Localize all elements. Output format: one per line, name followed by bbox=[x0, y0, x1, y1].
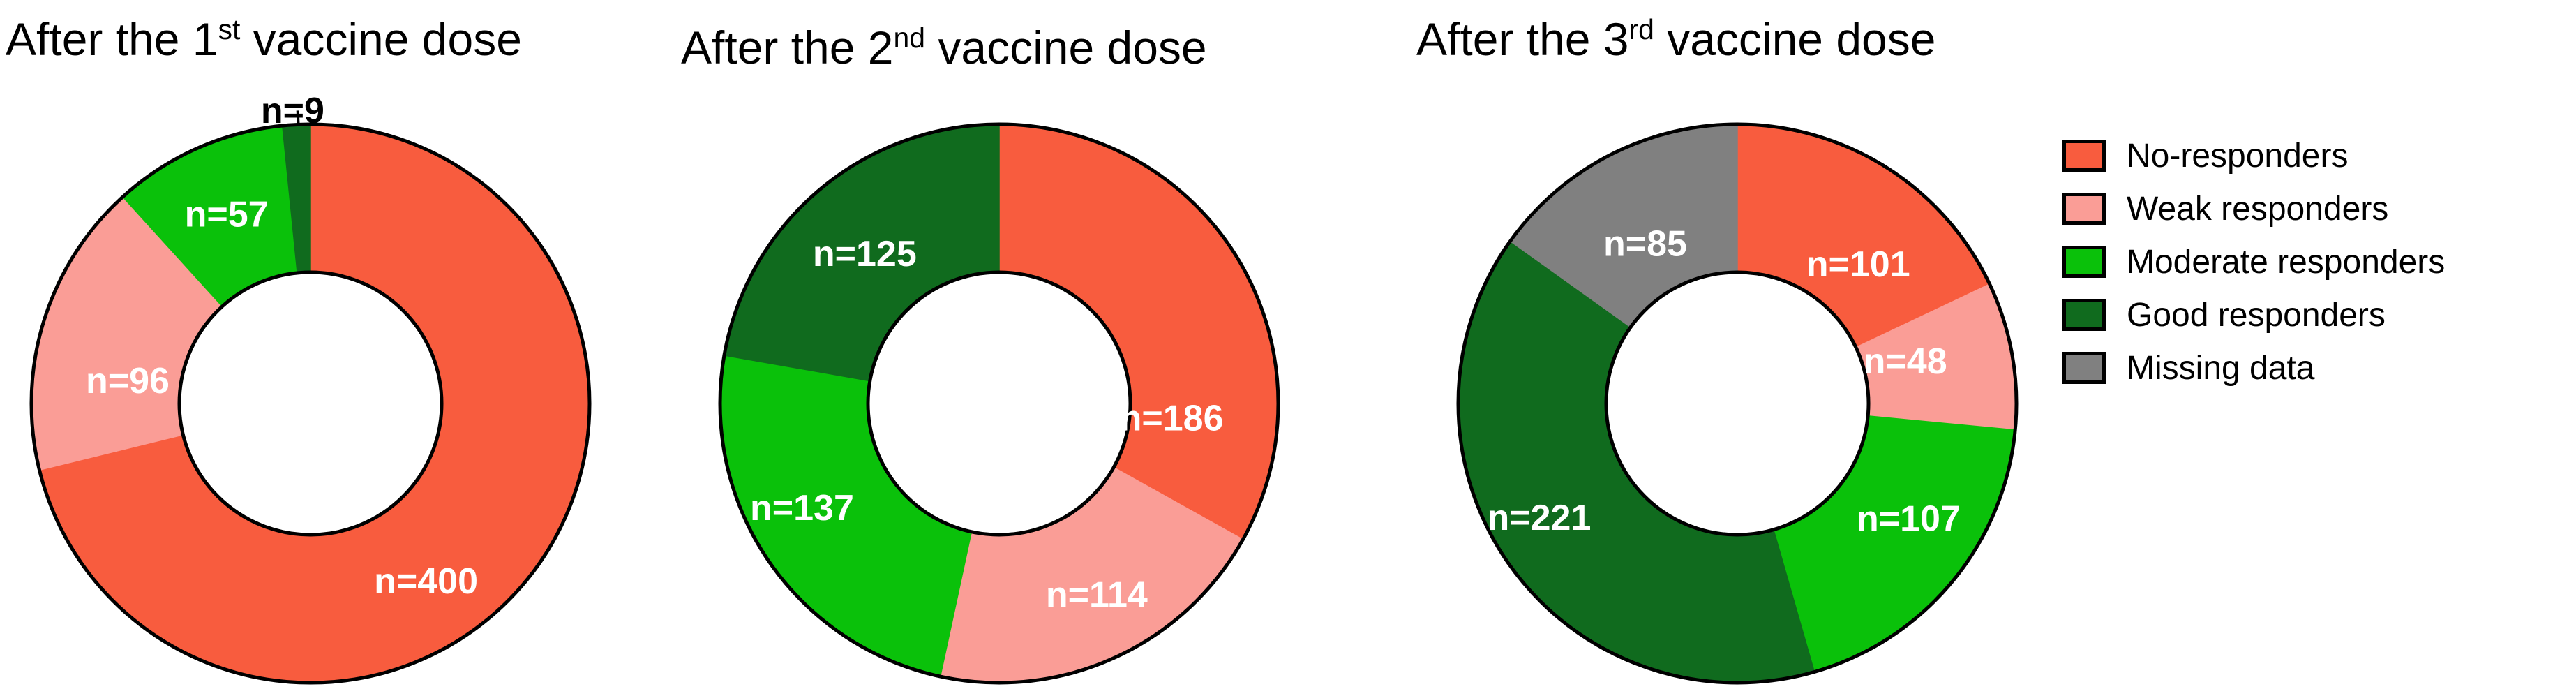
title-superscript: nd bbox=[893, 22, 926, 54]
donut-chart-after-dose-2: n=186 n=114 n=137 n=125 bbox=[718, 122, 1280, 685]
title-text: vaccine dose bbox=[240, 13, 522, 65]
slice-count-label-no-responders: n=400 bbox=[374, 561, 478, 602]
title-text: After the 2 bbox=[681, 22, 894, 73]
slice-count-label-no-responders: n=186 bbox=[1120, 399, 1224, 439]
legend-item-label: Weak responders bbox=[2127, 190, 2389, 228]
chart-title-dose-2: After the 2nd vaccine dose bbox=[681, 22, 1207, 73]
donut-inner-outline bbox=[866, 270, 1132, 537]
title-superscript: rd bbox=[1628, 13, 1654, 45]
slice-count-label-weak-responders: n=96 bbox=[86, 361, 170, 401]
legend-item: Missing data bbox=[2062, 349, 2445, 387]
legend-color-swatch bbox=[2062, 299, 2106, 331]
slice-count-label-moderate-responders: n=137 bbox=[750, 488, 854, 528]
chart-title-dose-1: After the 1st vaccine dose bbox=[6, 13, 522, 65]
slice-count-label-weak-responders: n=114 bbox=[1046, 575, 1148, 615]
donut-outer-outline bbox=[29, 122, 592, 685]
title-text: vaccine dose bbox=[925, 22, 1207, 73]
legend-item-label: No-responders bbox=[2127, 137, 2349, 175]
donut-inner-outline bbox=[177, 270, 444, 537]
legend-color-swatch bbox=[2062, 246, 2106, 278]
legend-item: Good responders bbox=[2062, 296, 2445, 334]
title-text: After the 1 bbox=[6, 13, 218, 65]
legend-item-label: Moderate responders bbox=[2127, 243, 2446, 281]
slice-count-label-good-responders: n=125 bbox=[813, 234, 917, 274]
donut-chart-after-dose-1: n=400 n=96 n=57 n=9 bbox=[29, 91, 592, 685]
legend-color-swatch bbox=[2062, 193, 2106, 225]
donut-outer-outline bbox=[718, 122, 1280, 685]
legend: No-responders Weak responders Moderate r… bbox=[2062, 137, 2446, 405]
slice-count-label-missing-data: n=85 bbox=[1603, 223, 1687, 264]
donut-outer-outline bbox=[1456, 122, 2019, 685]
legend-color-swatch bbox=[2062, 352, 2106, 384]
chart-title-dose-3: After the 3rd vaccine dose bbox=[1416, 13, 1936, 65]
slice-count-label-moderate-responders: n=57 bbox=[185, 195, 269, 235]
slice-count-label-good-responders: n=9 bbox=[261, 91, 324, 131]
title-superscript: st bbox=[218, 13, 241, 45]
slice-count-label-weak-responders: n=48 bbox=[1864, 341, 1947, 382]
slice-count-label-good-responders: n=221 bbox=[1487, 498, 1591, 538]
slice-count-label-no-responders: n=101 bbox=[1806, 244, 1910, 285]
legend-color-swatch bbox=[2062, 140, 2106, 172]
slice-count-label-moderate-responders: n=107 bbox=[1857, 499, 1961, 540]
legend-item: Weak responders bbox=[2062, 190, 2445, 228]
donut-chart-after-dose-3: n=101 n=48 n=107 n=221 n=85 bbox=[1456, 122, 2019, 685]
donut-inner-outline bbox=[1604, 270, 1871, 537]
legend-item-label: Good responders bbox=[2127, 296, 2386, 334]
legend-item: No-responders bbox=[2062, 137, 2445, 175]
legend-item-label: Missing data bbox=[2127, 349, 2315, 387]
title-text: After the 3 bbox=[1416, 13, 1629, 65]
label-leader-line bbox=[296, 110, 300, 126]
title-text: vaccine dose bbox=[1654, 13, 1936, 65]
legend-item: Moderate responders bbox=[2062, 243, 2446, 281]
